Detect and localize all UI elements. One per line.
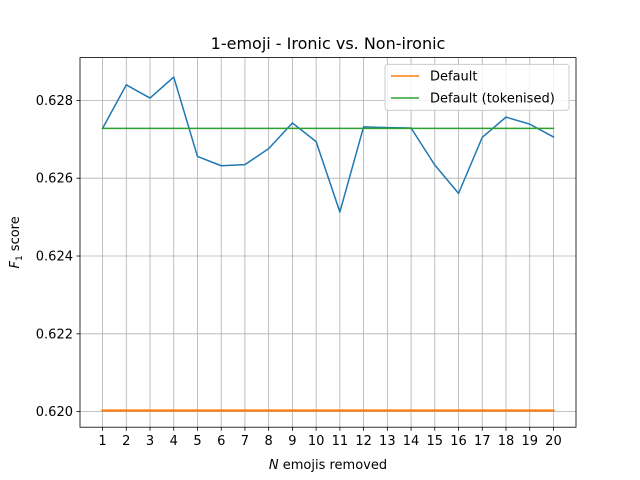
y-axis-label: F1 score <box>8 216 25 268</box>
tick-layer: 1 2 3 4 5 6 7 8 9 10 11 12 13 14 15 16 17 18 19 200.6200.62… <box>36 94 562 449</box>
x-tick-label: 16 <box>450 434 467 449</box>
x-tick-label: 3 <box>146 434 154 449</box>
x-tick-label: 12 <box>355 434 372 449</box>
x-axis-label: N emojis removed <box>269 458 387 473</box>
grid-layer <box>80 57 576 428</box>
x-tick-label: 9 <box>288 434 296 449</box>
x-tick-label: 15 <box>427 434 444 449</box>
y-tick-label: 0.624 <box>36 250 73 265</box>
x-tick-label: 5 <box>193 434 201 449</box>
y-tick-label: 0.620 <box>36 405 73 420</box>
legend: Default Default (tokenised) <box>384 63 570 111</box>
x-axis-label-variable: N <box>269 458 279 473</box>
x-tick-label: 6 <box>217 434 225 449</box>
x-tick-label: 17 <box>474 434 491 449</box>
legend-label-default: Default <box>430 70 478 85</box>
x-tick-label: 14 <box>403 434 420 449</box>
y-axis-label-variable: F <box>8 261 23 269</box>
x-tick-label: 18 <box>498 434 515 449</box>
plot-frame <box>79 57 577 428</box>
x-tick-label: 1 <box>98 434 106 449</box>
x-tick-label: 20 <box>545 434 562 449</box>
plot-background <box>80 57 576 428</box>
x-tick-label: 4 <box>170 434 178 449</box>
chart-title: 1-emoji - Ironic vs. Non-ironic <box>211 34 446 53</box>
y-tick-label: 0.628 <box>36 94 73 109</box>
x-tick-label: 2 <box>122 434 130 449</box>
x-axis-label-text: emojis removed <box>279 458 388 473</box>
y-tick-label: 0.622 <box>36 327 73 342</box>
y-axis-label-subscript: 1 <box>15 255 25 261</box>
x-tick-label: 11 <box>332 434 349 449</box>
series-layer <box>101 76 555 412</box>
series-line-ironic <box>101 76 555 213</box>
x-tick-label: 10 <box>308 434 325 449</box>
y-tick-label: 0.626 <box>36 172 73 187</box>
legend-box <box>384 63 570 111</box>
x-tick-label: 13 <box>379 434 396 449</box>
y-axis-label-text: score <box>8 216 23 255</box>
x-tick-label: 19 <box>521 434 538 449</box>
x-tick-label: 8 <box>265 434 273 449</box>
legend-label-default-tokenised: Default (tokenised) <box>430 92 555 107</box>
x-tick-label: 7 <box>241 434 249 449</box>
